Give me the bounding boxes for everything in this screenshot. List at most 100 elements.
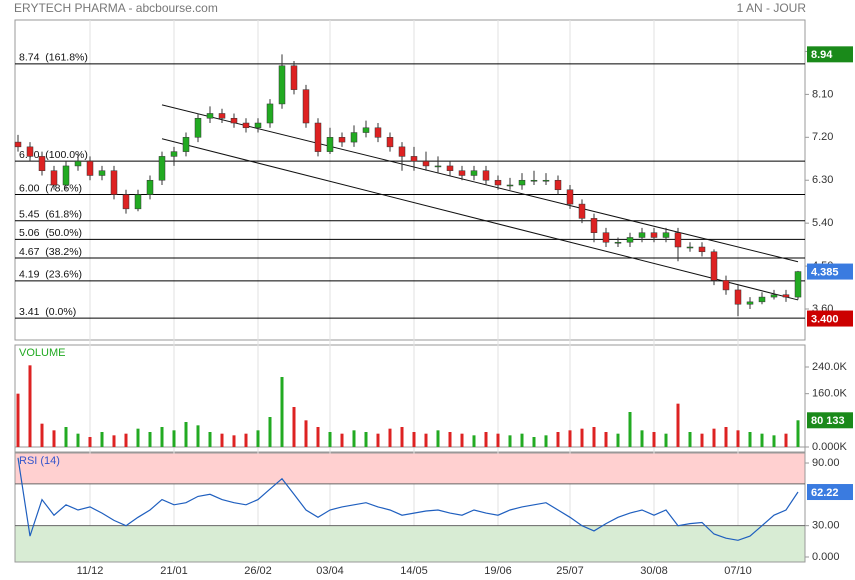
fibonacci-label: 3.41 (0.0%) [19,306,76,318]
candle-body [758,296,766,303]
volume-bar [436,430,440,447]
x-tick-label: 21/01 [160,565,188,577]
volume-bar [724,427,728,447]
y-tick-label: 240.0K [812,361,848,373]
volume-bar [124,433,128,447]
candle-body [578,203,586,219]
badge-label: 80 133 [811,415,845,427]
x-tick-label: 07/10 [724,565,752,577]
candle-body [602,232,610,243]
volume-bar [88,437,92,447]
candle-body [206,113,214,119]
candle-body [782,294,790,298]
volume-bar [556,432,560,447]
candle-body [674,232,682,248]
rsi-line [17,457,799,541]
volume-bar [508,435,512,447]
volume-bar [676,403,680,447]
value-badge [807,484,853,501]
trendline [161,138,799,301]
volume-bar [580,428,584,447]
candle-body [518,179,526,186]
candle-body [62,165,70,186]
candle-body [266,103,274,124]
volume-bar [592,427,596,447]
candle-body [506,184,514,187]
y-tick-label: 6.30 [812,174,833,186]
candle-body [302,89,310,124]
volume-bar [352,430,356,447]
volume-bar [172,430,176,447]
candle-body [182,137,190,152]
value-badge [807,412,853,429]
fibonacci-label: 6.00 (78.6%) [19,182,82,194]
fibonacci-label: 6.70 (100.0%) [19,149,88,161]
volume-bar [244,433,248,447]
candle-body [530,179,538,182]
fibonacci-label: 4.67 (38.2%) [19,246,82,258]
candle-body [650,232,658,238]
candle-body [494,179,502,186]
chart-title: ERYTECH PHARMA - abcbourse.com [14,1,218,15]
fibonacci-label: 5.06 (50.0%) [19,227,82,239]
y-tick-label: 7.20 [812,131,833,143]
volume-bar [532,437,536,447]
candle-body [110,170,118,195]
volume-bar [412,432,416,447]
candle-body [218,113,226,119]
candle-body [230,117,238,124]
volume-bar [424,433,428,447]
y-tick-label: 0.000 [812,551,840,563]
volume-bar [688,432,692,447]
candle-body [458,170,466,176]
candle-body [122,194,130,210]
volume-bar [256,430,260,447]
volume-bar [340,433,344,447]
rsi-band [15,453,805,484]
candle-body [50,170,58,186]
candle-body [626,237,634,243]
volume-bar [736,430,740,447]
volume-bar [472,435,476,447]
candle-body [254,122,262,129]
volume-bar [220,433,224,447]
volume-bar [796,420,800,447]
volume-bar [544,435,548,447]
candle-body [434,165,442,168]
volume-bar [484,432,488,447]
candle-body [722,280,730,291]
candle-body [26,146,34,157]
volume-bar [712,428,716,447]
candle-body [410,156,418,162]
candle-body [566,189,574,205]
volume-bar [652,432,656,447]
volume-bar [100,432,104,447]
fibonacci-label: 8.74 (161.8%) [19,52,88,64]
volume-bar [664,433,668,447]
period: 1 AN - JOUR [737,1,807,15]
candle-body [542,179,550,182]
trendline [161,104,799,263]
volume-bar [604,432,608,447]
y-tick-label: 90.00 [812,457,840,469]
value-badge [807,310,853,327]
x-tick-label: 14/05 [400,565,428,577]
fibonacci-label: 5.45 (61.8%) [19,209,82,221]
candle-body [362,127,370,133]
x-tick-label: 03/04 [316,565,344,577]
volume-bar [184,422,188,447]
value-badge [807,263,853,280]
volume-bar [748,432,752,447]
candle-body [242,122,250,129]
volume-bar [64,427,68,447]
candle-body [662,232,670,238]
value-badge [807,46,853,63]
x-tick-label: 11/12 [77,565,104,577]
candle-body [158,156,166,181]
candle-body [74,160,82,167]
volume-bar [112,435,116,447]
volume-bar [328,432,332,447]
candle-body [278,65,286,105]
candle-body [194,117,202,138]
